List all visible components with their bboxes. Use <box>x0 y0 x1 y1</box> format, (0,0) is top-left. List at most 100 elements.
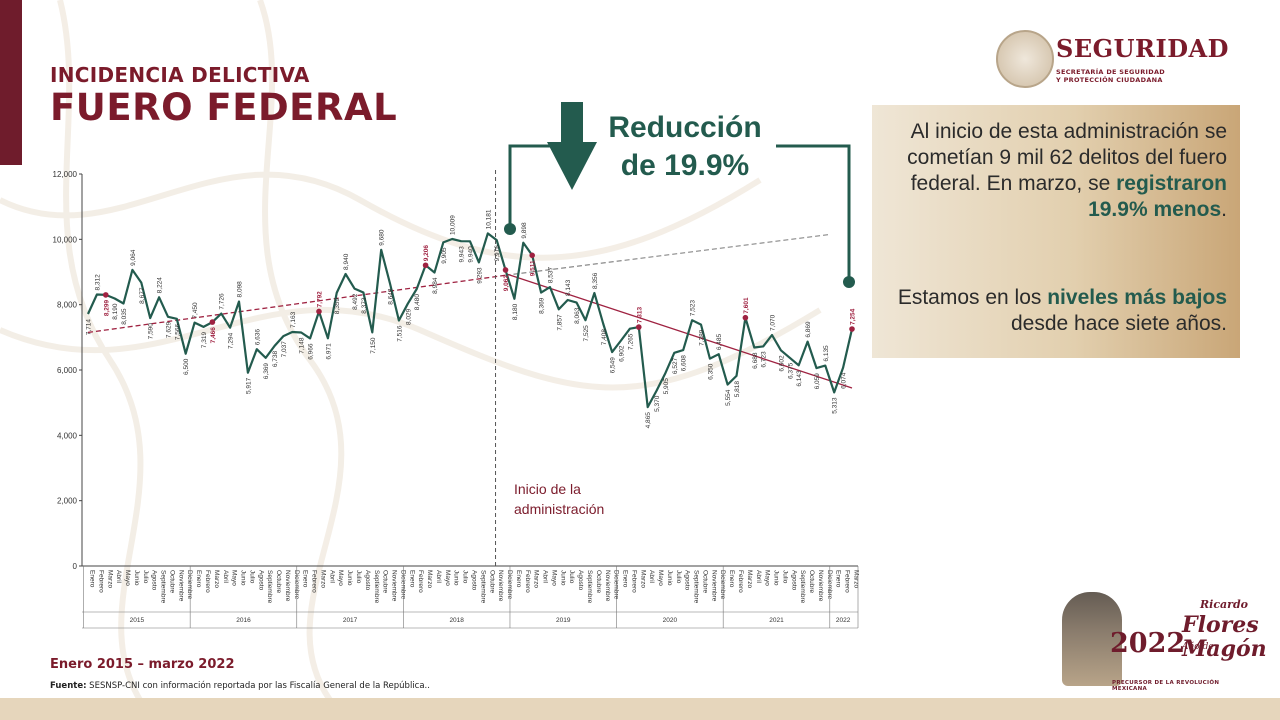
x-tick-label: Mayo <box>444 570 451 586</box>
data-label: 7,070 <box>770 314 777 331</box>
data-point <box>529 252 535 259</box>
x-tick-label: Febrero <box>204 570 211 593</box>
x-tick-label: Julio <box>781 570 788 584</box>
trend-projection <box>505 233 831 276</box>
data-label: 7,857 <box>556 314 563 331</box>
page-title: FUERO FEDERAL <box>50 86 398 129</box>
x-tick-label: Marzo <box>319 570 326 588</box>
x-tick-label: Octubre <box>808 570 815 594</box>
data-label: 6,500 <box>183 358 190 375</box>
logo-subtitle-1: SECRETARÍA DE SEGURIDAD <box>1056 68 1165 76</box>
seguridad-logo: SEGURIDAD SECRETARÍA DE SEGURIDAD Y PROT… <box>996 28 1246 88</box>
x-tick-label: Octubre <box>168 570 175 594</box>
x-tick-label: Noviembre <box>817 570 824 602</box>
data-point <box>849 326 855 332</box>
data-label: 8,356 <box>592 272 599 289</box>
data-label: 8,369 <box>539 297 546 314</box>
x-tick-label: Enero <box>515 570 522 588</box>
y-tick-label: 4,000 <box>57 431 78 440</box>
year-label: 2017 <box>343 617 358 624</box>
data-label: 7,450 <box>192 302 199 319</box>
data-label: 9,940 <box>468 246 475 263</box>
x-tick-label: Agosto <box>257 570 264 591</box>
reduction-callout: Reducción de 19.9% <box>504 102 855 288</box>
x-tick-label: Marzo <box>746 570 753 588</box>
data-label: 6,059 <box>814 373 821 390</box>
data-point <box>209 319 216 325</box>
x-tick-label: Abril <box>115 570 122 584</box>
x-tick-label: Abril <box>222 570 229 584</box>
data-label: 6,869 <box>805 321 812 338</box>
x-tick-label: Febrero <box>417 570 424 593</box>
data-point <box>102 292 109 298</box>
info-p1-text: Al inicio de esta administración se come… <box>907 120 1227 195</box>
x-tick-label: Noviembre <box>710 570 717 602</box>
x-tick-label: Junio <box>453 570 460 586</box>
x-tick-label: Febrero <box>844 570 851 593</box>
data-label: 7,265 <box>627 333 634 350</box>
data-label: 10,009 <box>450 215 457 235</box>
data-label: 7,254 <box>850 308 857 325</box>
x-tick-label: Febrero <box>97 570 104 593</box>
info-p2-highlight: niveles más bajos <box>1047 286 1227 309</box>
x-axis: Enero Febrero Marzo Abril Mayo Junio Julio Agos… <box>82 565 860 629</box>
x-tick-label: Octubre <box>701 570 708 594</box>
x-tick-label: Septiembre <box>586 570 593 604</box>
x-tick-label: Enero <box>89 570 96 588</box>
data-labels: 7,714 8,312 8,299 8,190 8,035 9,064 8,677 7,590… <box>86 209 857 428</box>
x-tick-label: Julio <box>248 570 255 584</box>
administration-label-line-2: administración <box>514 501 604 517</box>
data-label: 8,359 <box>334 298 341 315</box>
data-label: 7,792 <box>316 291 323 308</box>
data-label: 7,726 <box>219 293 226 310</box>
y-tick-label: 0 <box>73 562 78 571</box>
data-label: 8,190 <box>112 303 119 320</box>
data-label: 6,971 <box>325 343 332 360</box>
x-tick-label: Septiembre <box>266 570 273 604</box>
data-label: 8,940 <box>343 253 350 270</box>
data-label: 7,148 <box>299 337 306 354</box>
data-label: 5,370 <box>654 395 661 412</box>
y-tick-label: 2,000 <box>57 497 78 506</box>
trend-lines <box>87 233 853 389</box>
x-tick-label: Abril <box>542 570 549 584</box>
callout-dot-start <box>504 223 516 235</box>
x-tick-label: Enero <box>408 570 415 588</box>
badge-ano-de: Año de <box>1182 642 1214 652</box>
year-label: 2021 <box>769 617 784 624</box>
data-label: 9,680 <box>379 229 386 246</box>
data-label: 6,527 <box>672 357 679 374</box>
data-label: 9,062 <box>503 275 510 292</box>
x-tick-label: Marzo <box>106 570 113 588</box>
data-label: 6,485 <box>716 334 723 351</box>
x-tick-label: Febrero <box>524 570 531 593</box>
callout-bracket-right <box>776 144 851 282</box>
data-label: 6,143 <box>796 370 803 387</box>
logo-brand: SEGURIDAD <box>1056 34 1229 63</box>
x-tick-label: Enero <box>195 570 202 588</box>
x-tick-label: Diciembre <box>293 570 300 600</box>
y-tick-label: 6,000 <box>57 366 78 375</box>
x-tick-label: Abril <box>755 570 762 584</box>
callout-line-1: Reducción <box>608 111 761 144</box>
trend-before <box>87 274 506 334</box>
down-arrow-shaft <box>561 102 583 142</box>
x-tick-label: Mayo <box>337 570 344 586</box>
x-tick-label: Julio <box>675 570 682 584</box>
data-label: 7,566 <box>174 323 181 340</box>
info-paragraph-2: Estamos en los niveles más bajos desde h… <box>887 285 1227 337</box>
y-tick-label: 10,000 <box>53 235 78 244</box>
data-label: 8,373 <box>361 297 368 314</box>
x-tick-label: Agosto <box>684 570 691 591</box>
callout-line-2: de 19.9% <box>621 149 749 182</box>
x-tick-label: Junio <box>666 570 673 586</box>
data-point <box>742 314 749 321</box>
x-tick-label: Septiembre <box>693 570 700 604</box>
info-box: Al inicio de esta administración se come… <box>872 105 1240 358</box>
data-label: 7,150 <box>370 337 377 354</box>
x-tick-label: Mayo <box>124 570 131 586</box>
x-tick-label: Marzo <box>533 570 540 588</box>
x-tick-label: Octubre <box>488 570 495 594</box>
source-text: SESNSP-CNI con información reportada por… <box>86 681 430 691</box>
x-tick-label: Noviembre <box>284 570 291 602</box>
